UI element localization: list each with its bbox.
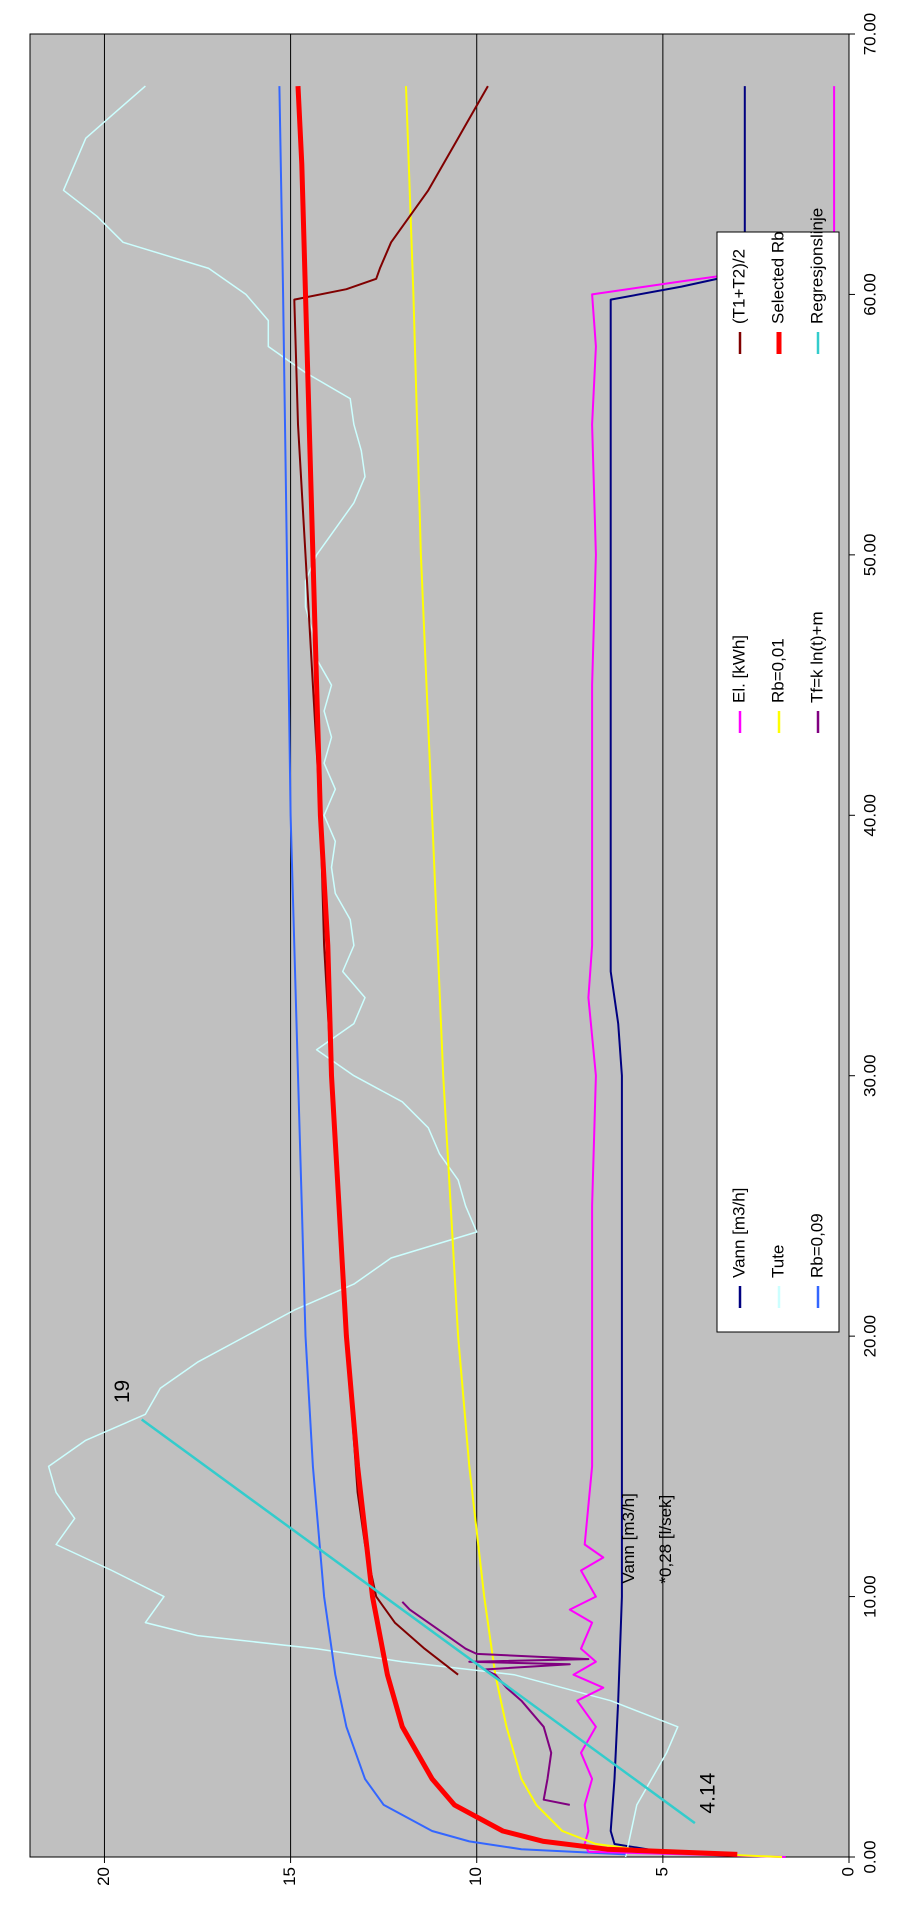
y-tick-label: 20 bbox=[94, 1867, 113, 1886]
series-line bbox=[295, 85, 738, 1857]
series-line bbox=[47, 85, 679, 1858]
rotated-chart: 0 5 10 15 20 0.00 10.00 20.00 30.00 40.00 50.00 60.… bbox=[29, 13, 879, 1886]
legend-label: (T1+T2)/2 bbox=[729, 249, 748, 324]
series-line bbox=[278, 86, 626, 1856]
legend-box bbox=[716, 231, 840, 1333]
legend-label: Tute bbox=[768, 1245, 787, 1278]
legend-label: Tf=k ln(t)+m bbox=[807, 611, 826, 703]
legend-label: El. [kWh] bbox=[729, 635, 748, 703]
x-tick-label: 0.00 bbox=[860, 1840, 879, 1873]
series-line bbox=[609, 86, 746, 1853]
annotation: *0,28 [l/sek] bbox=[656, 1495, 675, 1584]
y-tick-label: 5 bbox=[652, 1867, 671, 1876]
legend-label: Vann [m3/h] bbox=[729, 1188, 748, 1278]
series-line bbox=[405, 86, 783, 1858]
x-tick-label: 30.00 bbox=[860, 1054, 879, 1097]
x-tick-label: 40.00 bbox=[860, 794, 879, 837]
legend-label: Regresjonslinje bbox=[807, 208, 826, 324]
series-line bbox=[568, 86, 836, 1858]
y-tick-label: 0 bbox=[838, 1867, 857, 1876]
data-label: 19 bbox=[111, 1380, 134, 1403]
x-tick-label: 70.00 bbox=[860, 13, 879, 56]
legend-label: Rb=0,01 bbox=[768, 638, 787, 703]
y-tick-label: 10 bbox=[466, 1867, 485, 1886]
legend-label: Selected Rb bbox=[768, 231, 787, 324]
series-line bbox=[140, 1418, 696, 1825]
annotation: Vann [m3/h] bbox=[619, 1493, 638, 1583]
x-tick-label: 50.00 bbox=[860, 534, 879, 577]
data-label: 4.14 bbox=[696, 1772, 719, 1813]
x-tick-label: 20.00 bbox=[860, 1315, 879, 1358]
x-tick-label: 10.00 bbox=[860, 1575, 879, 1618]
y-tick-label: 15 bbox=[280, 1867, 299, 1886]
legend-label: Rb=0,09 bbox=[807, 1213, 826, 1278]
x-tick-label: 60.00 bbox=[860, 273, 879, 316]
